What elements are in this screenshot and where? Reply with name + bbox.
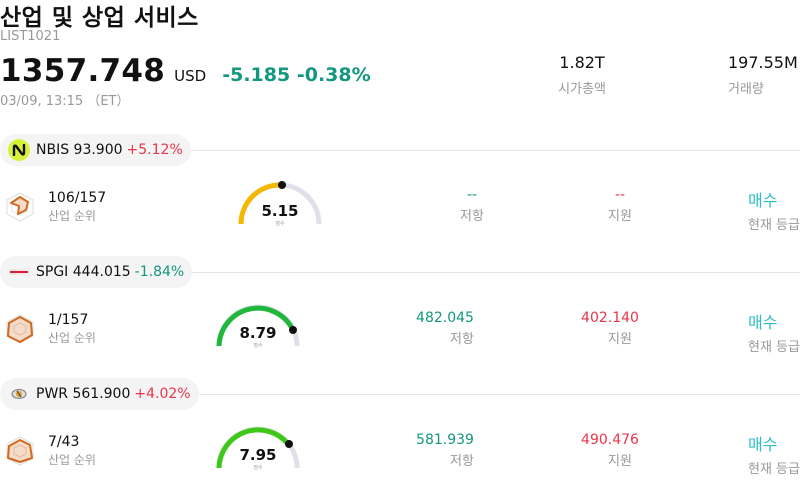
- resistance-value: 482.045: [416, 310, 474, 326]
- support: -- 지원: [575, 187, 665, 224]
- industry-rank: 106/157 산업 순위: [6, 190, 106, 224]
- support-label: 지원: [608, 454, 632, 469]
- support: 402.140 지원: [565, 310, 655, 347]
- market-cap-value: 1.82T: [559, 53, 605, 72]
- rating: 매수 현재 등급: [748, 187, 800, 233]
- score-label: 점수: [253, 343, 263, 349]
- market-cap-stat: 1.82T 시가총액: [552, 53, 612, 97]
- rating-value: 매수: [748, 313, 778, 332]
- spgi-logo-icon: [8, 261, 30, 283]
- divider: [185, 272, 800, 273]
- stock-price: 561.900: [72, 386, 131, 402]
- stock-pill-pwr[interactable]: PWR 561.900 +4.02%: [0, 378, 199, 410]
- currency: USD: [174, 67, 207, 85]
- support: 490.476 지원: [565, 432, 655, 469]
- stock-symbol: PWR: [36, 386, 69, 402]
- price-row: 1357.748 USD -5.185 -0.38%: [0, 53, 371, 89]
- index-price: 1357.748: [0, 53, 166, 89]
- radar-chart-icon: [6, 436, 34, 466]
- industry-rank: 1/157 산업 순위: [6, 312, 96, 346]
- support-value: 402.140: [581, 310, 639, 326]
- industry-rank: 7/43 산업 순위: [6, 434, 96, 468]
- rank-value: 1/157: [48, 312, 89, 328]
- rank-label: 산업 순위: [48, 331, 96, 345]
- rating-value: 매수: [748, 191, 778, 210]
- index-code: LIST1021: [0, 29, 61, 44]
- score-label: 점수: [253, 465, 263, 471]
- score-gauge: 8.79 점수: [213, 302, 303, 352]
- radar-chart-icon: [6, 314, 34, 344]
- rank-value: 106/157: [48, 190, 107, 206]
- market-cap-label: 시가총액: [558, 82, 606, 97]
- radar-chart-icon: [6, 192, 34, 222]
- score-value: 7.95: [239, 446, 277, 464]
- resistance: 482.045 저항: [400, 310, 490, 347]
- divider: [180, 150, 800, 151]
- stock-change: -1.84%: [134, 264, 185, 280]
- rating-label: 현재 등급: [748, 340, 800, 355]
- nbis-logo-icon: [8, 139, 30, 161]
- support-value: --: [614, 187, 626, 203]
- rating-label: 현재 등급: [748, 218, 800, 233]
- resistance-label: 저항: [450, 454, 474, 469]
- rank-label: 산업 순위: [48, 453, 96, 467]
- stock-change: +4.02%: [134, 386, 191, 402]
- price-change: -5.185 -0.38%: [222, 64, 371, 86]
- divider: [195, 394, 800, 395]
- stock-change: +5.12%: [126, 142, 183, 158]
- stock-symbol: NBIS: [36, 142, 70, 158]
- timestamp: 03/09, 13:15 （ET）: [0, 94, 130, 109]
- volume-label: 거래량: [728, 82, 764, 97]
- support-value: 490.476: [581, 432, 639, 448]
- stock-price: 93.900: [73, 142, 123, 158]
- rating-value: 매수: [748, 435, 778, 454]
- pwr-logo-icon: [8, 383, 30, 405]
- score-value: 5.15: [261, 202, 299, 220]
- rank-label: 산업 순위: [48, 209, 96, 223]
- score-label: 점수: [275, 221, 285, 227]
- rating: 매수 현재 등급: [748, 431, 800, 477]
- stock-symbol: SPGI: [36, 264, 69, 280]
- score-gauge: 7.95 점수: [213, 424, 303, 474]
- resistance: 581.939 저항: [400, 432, 490, 469]
- rank-value: 7/43: [48, 434, 80, 450]
- resistance-label: 저항: [460, 209, 484, 224]
- page-title: 산업 및 상업 서비스: [0, 5, 199, 31]
- resistance-value: --: [466, 187, 478, 203]
- resistance: -- 저항: [427, 187, 517, 224]
- resistance-value: 581.939: [416, 432, 474, 448]
- stock-pill-nbis[interactable]: NBIS 93.900 +5.12%: [0, 134, 191, 166]
- stock-pill-spgi[interactable]: SPGI 444.015 -1.84%: [0, 256, 193, 288]
- support-label: 지원: [608, 209, 632, 224]
- stock-price: 444.015: [72, 264, 131, 280]
- resistance-label: 저항: [450, 332, 474, 347]
- score-gauge: 5.15 점수: [235, 180, 325, 230]
- volume-stat: 197.55M 거래량: [728, 53, 800, 97]
- support-label: 지원: [608, 332, 632, 347]
- score-value: 8.79: [239, 324, 277, 342]
- rating-label: 현재 등급: [748, 462, 800, 477]
- rating: 매수 현재 등급: [748, 309, 800, 355]
- volume-value: 197.55M: [728, 53, 798, 72]
